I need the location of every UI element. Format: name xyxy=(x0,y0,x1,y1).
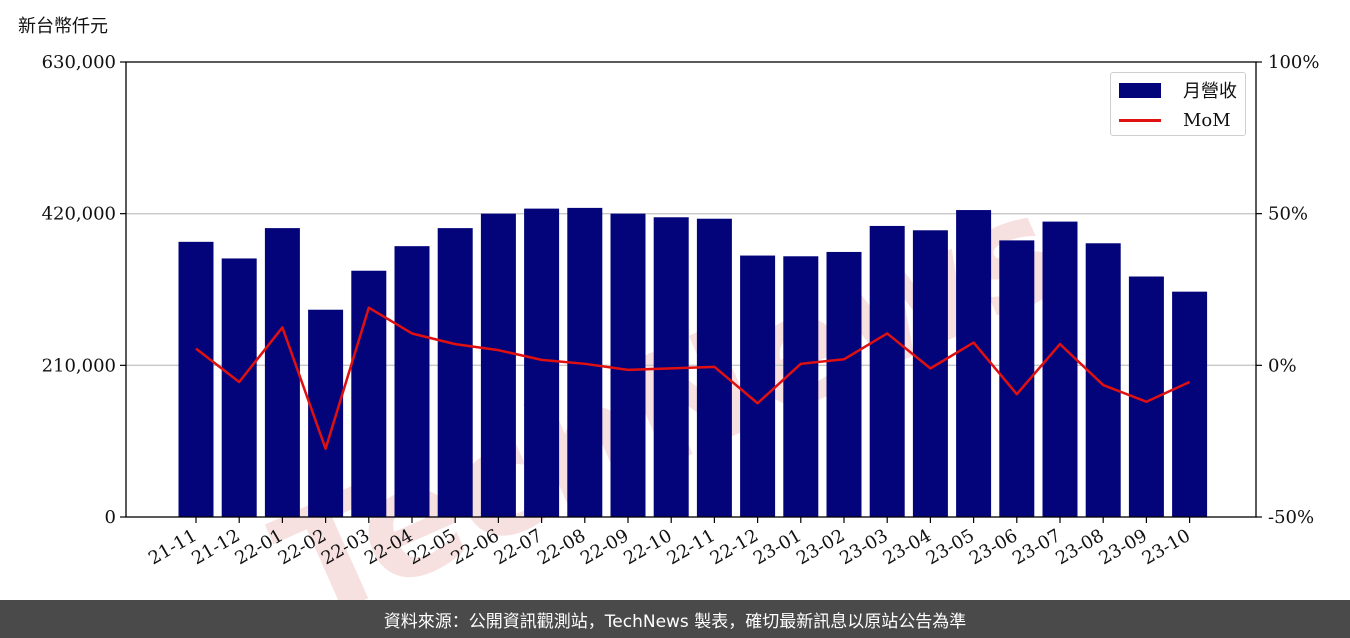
x-tick-label: 21-11 xyxy=(145,525,200,569)
mom-series-line xyxy=(195,306,1191,450)
revenue-bars xyxy=(178,207,1208,518)
revenue-bar xyxy=(524,208,560,517)
revenue-bar xyxy=(1042,221,1078,517)
x-tick-label: 23-07 xyxy=(1009,525,1064,569)
legend-label-mom: MoM xyxy=(1183,109,1231,131)
x-tick-label: 23-04 xyxy=(879,525,934,569)
source-footer: 資料來源：公開資訊觀測站，TechNews 製表，確切最新訊息以原站公告為準 xyxy=(0,600,1350,638)
right-tick-label: -50% xyxy=(1268,507,1314,528)
x-tick-label: 23-03 xyxy=(836,525,891,569)
revenue-bar xyxy=(912,230,948,517)
left-y-axis: 0 210,000 420,000 630,000 xyxy=(42,52,126,528)
plot-frame xyxy=(125,61,1257,518)
revenue-bar xyxy=(264,228,300,517)
x-tick-label: 23-06 xyxy=(966,525,1021,569)
right-tick-label: 100% xyxy=(1268,52,1319,73)
x-tick-label: 22-01 xyxy=(231,525,286,569)
revenue-bar xyxy=(956,210,992,518)
x-tick-label: 23-09 xyxy=(1095,525,1150,569)
revenue-bar xyxy=(1172,291,1208,517)
left-tick-label: 630,000 xyxy=(42,52,116,73)
right-tick-label: 50% xyxy=(1268,204,1308,225)
revenue-bar xyxy=(480,213,516,517)
left-tick-label: 0 xyxy=(105,507,116,528)
x-tick-label: 21-12 xyxy=(188,525,243,569)
x-tick-label: 23-05 xyxy=(923,525,978,569)
left-tick-label: 420,000 xyxy=(42,204,116,225)
chart-legend: 月營收 MoM xyxy=(1110,72,1246,136)
revenue-bar xyxy=(869,225,905,517)
revenue-bar xyxy=(783,256,819,517)
x-tick-label: 22-11 xyxy=(663,525,718,569)
revenue-bar xyxy=(437,228,473,517)
footer-text: 資料來源：公開資訊觀測站，TechNews 製表，確切最新訊息以原站公告為準 xyxy=(383,611,967,632)
revenue-bar xyxy=(826,251,862,517)
legend-item-mom: MoM xyxy=(1119,108,1231,132)
legend-item-revenue: 月營收 xyxy=(1119,78,1237,102)
x-tick-label: 23-01 xyxy=(750,525,805,569)
x-tick-label: 23-02 xyxy=(793,525,848,569)
right-y-axis: -50% 0% 50% 100% xyxy=(1256,52,1319,528)
legend-swatch-revenue xyxy=(1119,82,1161,98)
revenue-bar xyxy=(740,255,776,518)
revenue-bar xyxy=(1085,243,1121,517)
x-tick-label: 22-12 xyxy=(707,525,762,569)
y-axis-unit-label: 新台幣仟元 xyxy=(18,16,108,37)
revenue-bar xyxy=(221,258,257,517)
x-tick-label: 22-10 xyxy=(620,525,675,569)
revenue-bar xyxy=(394,246,430,517)
x-tick-label: 23-08 xyxy=(1052,525,1107,569)
legend-label-revenue: 月營收 xyxy=(1183,81,1237,102)
legend-swatch-mom xyxy=(1119,118,1161,122)
revenue-bar xyxy=(610,213,646,517)
right-tick-label: 0% xyxy=(1268,355,1297,376)
revenue-bar xyxy=(178,241,214,518)
mom-line xyxy=(195,306,1191,450)
left-tick-label: 210,000 xyxy=(42,355,116,376)
x-tick-label: 23-10 xyxy=(1139,525,1194,569)
